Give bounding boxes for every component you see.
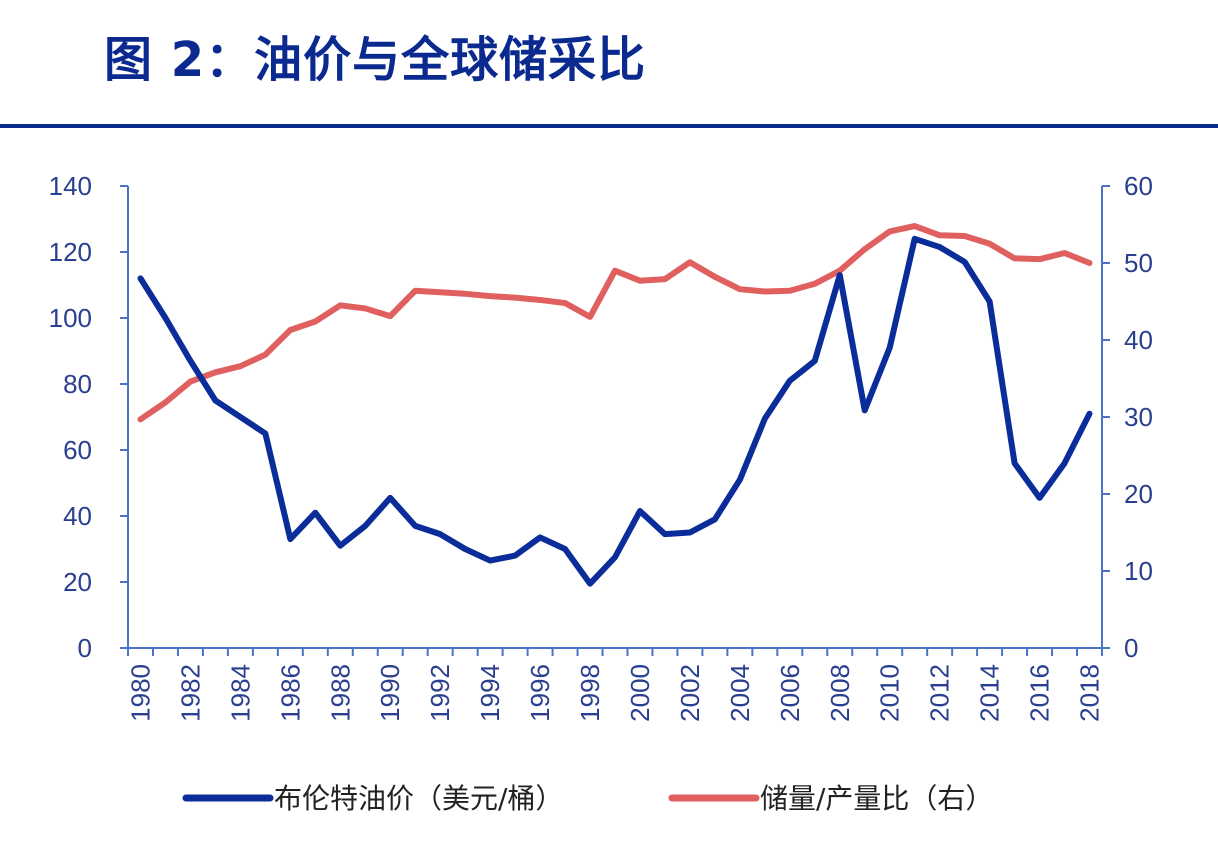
x-tick-label: 1984 [225,664,255,722]
x-tick-label: 2014 [975,664,1005,722]
x-tick-label: 1996 [525,664,555,722]
x-tick-label: 2010 [875,664,905,722]
x-tick-label: 2008 [825,664,855,722]
y-right-tick-label: 50 [1124,248,1153,278]
x-tick-label: 2018 [1075,664,1105,722]
y-right-tick-label: 60 [1124,171,1153,201]
x-tick-label: 2012 [925,664,955,722]
series-layer [137,223,1093,587]
axes: 0 20 40 60 80 100 120 140 0 10 20 30 40 50 60 1980 1982 1… [49,171,1153,722]
y-left-tick-label: 20 [63,567,92,597]
x-tick-label: 2016 [1025,664,1055,722]
y-right-tick-label: 20 [1124,479,1153,509]
legend: 布伦特油价（美元/桶） 储量/产量比（右） [182,782,993,815]
x-tick-label: 2004 [725,664,755,722]
x-tick-label: 1998 [575,664,605,722]
y-right-tick-label: 40 [1124,325,1153,355]
y-left-tick-label: 140 [49,171,92,201]
y-left-tick-label: 100 [49,303,92,333]
x-tick-label: 1992 [425,664,455,722]
y-left-tick-label: 120 [49,237,92,267]
x-tick-label: 1990 [375,664,405,722]
y-left-tick-label: 0 [78,633,92,663]
legend-label-reserve-ratio: 储量/产量比（右） [760,782,993,815]
series-line-reserve-ratio [137,223,1093,423]
title-divider [0,124,1218,128]
y-left-tick-label: 40 [63,501,92,531]
x-tick-label: 1986 [275,664,305,722]
x-tick-label: 1982 [175,664,205,722]
chart-title: 图 2：油价与全球储采比 [104,32,647,88]
x-tick-label: 2006 [775,664,805,722]
x-tick-label: 1980 [125,664,155,722]
y-right-tick-label: 0 [1124,633,1138,663]
y-left-tick-label: 60 [63,435,92,465]
x-tick-label: 2002 [675,664,705,722]
x-tick-label: 2000 [625,664,655,722]
x-tick-label: 1988 [325,664,355,722]
y-left-tick-label: 80 [63,369,92,399]
y-right-tick-label: 30 [1124,402,1153,432]
legend-label-brent-price: 布伦特油价（美元/桶） [274,782,563,815]
series-line-brent-price [137,235,1093,587]
y-right-tick-label: 10 [1124,556,1153,586]
x-tick-label: 1994 [475,664,505,722]
